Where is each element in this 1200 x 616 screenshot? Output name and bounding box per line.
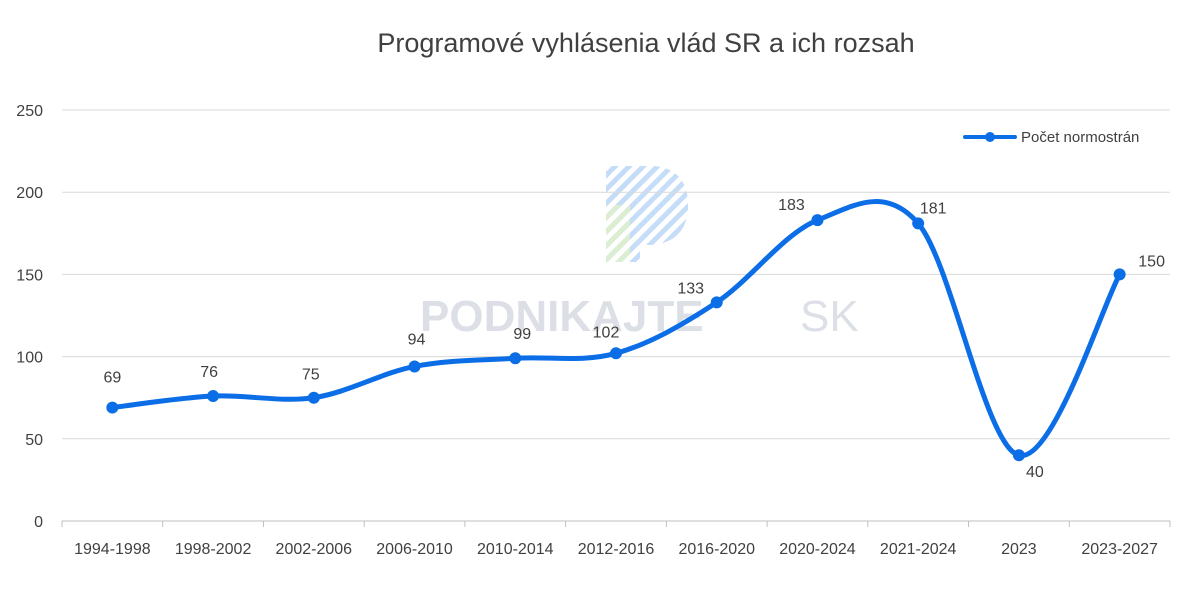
x-tick-label: 2023 — [1001, 541, 1037, 558]
x-tick-label: 2016-2020 — [678, 541, 755, 558]
data-label: 75 — [302, 367, 320, 384]
y-tick-label: 250 — [16, 103, 43, 120]
data-label: 76 — [200, 364, 218, 381]
data-label: 150 — [1138, 253, 1165, 270]
data-point — [408, 360, 421, 373]
legend-series-marker — [985, 132, 995, 142]
data-point — [106, 401, 119, 414]
data-point — [1012, 449, 1025, 462]
data-label: 40 — [1026, 464, 1044, 481]
y-axis: 0 50 100 150 200 250 — [16, 103, 43, 531]
x-axis: 1994-1998 1998-2002 2002-2006 2006-2010 2010… — [61, 520, 1171, 558]
y-tick-label: 50 — [25, 432, 43, 449]
y-tick-label: 200 — [16, 185, 43, 202]
series-points — [106, 214, 1126, 462]
legend: Počet normostrán — [963, 129, 1139, 146]
watermark-p-accent — [606, 205, 630, 262]
legend-series-label: Počet normostrán — [1021, 129, 1139, 146]
x-tick-label: 2020-2024 — [779, 541, 856, 558]
watermark-suffix: SK — [800, 292, 859, 341]
data-labels: 69 76 75 94 99 102 133 183 181 40 150 — [103, 197, 1165, 481]
x-tick-label: 2012-2016 — [578, 541, 655, 558]
data-point — [710, 296, 723, 309]
x-tick-label: 2002-2006 — [276, 541, 353, 558]
data-point — [610, 347, 622, 360]
data-label: 102 — [593, 324, 620, 341]
series-line — [109, 199, 1123, 458]
chart-title: Programové vyhlásenia vlád SR a ich rozs… — [377, 28, 914, 58]
data-label: 69 — [103, 370, 121, 387]
x-tick-label: 2021-2024 — [880, 541, 957, 558]
grid-lines — [62, 109, 1170, 440]
x-tick-label: 1994-1998 — [74, 541, 151, 558]
x-tick-label: 2010-2014 — [477, 541, 554, 558]
data-point — [811, 214, 824, 227]
y-tick-label: 0 — [34, 514, 43, 531]
data-point — [207, 390, 220, 403]
data-point — [509, 352, 522, 365]
watermark-text: PODNIKAJTE — [420, 292, 704, 341]
x-tick-label: 2006-2010 — [376, 541, 453, 558]
data-point — [1113, 268, 1126, 281]
data-point — [307, 391, 320, 404]
y-tick-label: 100 — [16, 350, 43, 367]
watermark-logo: PODNIKAJTE SK — [420, 166, 859, 341]
data-label: 94 — [408, 331, 426, 348]
data-label: 183 — [778, 197, 805, 214]
series-lines — [109, 199, 1123, 458]
data-label: 181 — [920, 200, 947, 217]
data-label: 133 — [677, 280, 704, 297]
data-label: 99 — [513, 326, 531, 343]
y-tick-label: 150 — [16, 267, 43, 284]
data-point — [912, 217, 925, 230]
x-tick-label: 1998-2002 — [175, 541, 252, 558]
x-tick-label: 2023-2027 — [1081, 541, 1158, 558]
